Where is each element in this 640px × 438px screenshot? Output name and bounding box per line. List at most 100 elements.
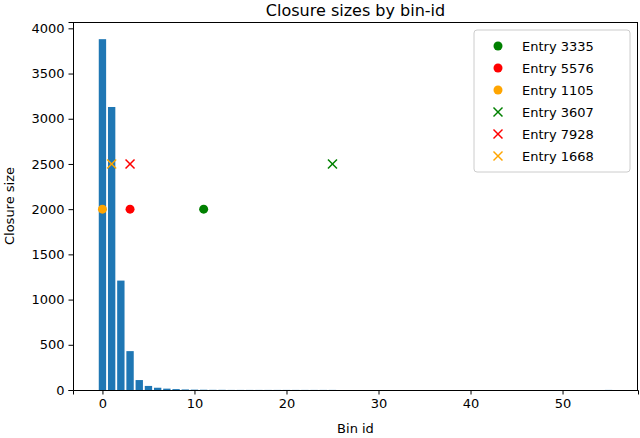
x-tick-mark [379, 390, 380, 395]
bar [200, 389, 207, 390]
legend-item: Entry 3335 [494, 39, 594, 54]
bar [476, 390, 483, 391]
bar [467, 390, 474, 391]
x-axis: 01020304050 [74, 390, 639, 411]
bar [540, 390, 547, 391]
bar [421, 390, 428, 391]
marker-stroke [328, 159, 337, 168]
bar [283, 389, 290, 390]
y-tick-label: 1000 [31, 292, 64, 307]
bar [228, 389, 235, 390]
bar [485, 390, 492, 391]
x-tick-label: 20 [279, 396, 296, 411]
marker-stroke [126, 159, 135, 168]
bar [264, 389, 271, 390]
bar [108, 107, 115, 390]
bar [356, 390, 363, 391]
bar [126, 351, 133, 390]
marker-stroke [126, 159, 135, 168]
axis-line [69, 23, 74, 391]
legend-label: Entry 5576 [522, 61, 594, 76]
marker-stroke [494, 108, 503, 117]
scatter-point [126, 159, 135, 168]
y-tick-label: 1500 [31, 247, 64, 262]
x-tick: 40 [463, 390, 480, 411]
bar [218, 389, 225, 390]
y-tick-mark [69, 300, 74, 301]
y-tick: 4000 [31, 21, 73, 36]
legend-item: Entry 7928 [494, 127, 594, 142]
y-tick: 1000 [31, 292, 73, 307]
y-tick-mark [69, 28, 74, 29]
y-tick: 2000 [31, 202, 73, 217]
bar [255, 389, 262, 390]
bar [237, 389, 244, 390]
y-tick-label: 3000 [31, 111, 64, 126]
bar [347, 390, 354, 391]
y-tick-mark [69, 254, 74, 255]
marker-dot [199, 205, 208, 214]
y-tick: 0 [56, 383, 73, 398]
bar [384, 390, 391, 391]
legend-marker [494, 130, 503, 139]
marker-stroke [107, 159, 116, 168]
x-tick-mark [563, 390, 564, 395]
y-tick: 3000 [31, 111, 73, 126]
bar [117, 281, 124, 390]
x-tick: 30 [371, 390, 388, 411]
bar [329, 389, 336, 390]
bar [310, 389, 317, 390]
legend-marker [494, 152, 503, 161]
bar [513, 390, 520, 391]
marker-stroke [494, 130, 503, 139]
bar [172, 389, 179, 390]
x-tick-label: 40 [463, 396, 480, 411]
scatter-point [107, 159, 116, 168]
legend-marker [494, 64, 503, 73]
bar [448, 390, 455, 391]
x-tick-mark [286, 390, 287, 395]
bar [577, 390, 584, 391]
bar [596, 390, 603, 391]
bar [163, 389, 170, 390]
bar [366, 390, 373, 391]
frame [637, 22, 638, 390]
bar [586, 390, 593, 391]
bar [154, 388, 161, 390]
marker-stroke [328, 159, 337, 168]
y-tick-label: 4000 [31, 21, 64, 36]
marker-stroke [494, 152, 503, 161]
y-tick-label: 2000 [31, 202, 64, 217]
y-tick-mark [69, 209, 74, 210]
y-tick-mark [69, 345, 74, 346]
bar [338, 390, 345, 391]
marker-stroke [107, 159, 116, 168]
y-axis: 05001000150020002500300035004000 [31, 21, 73, 398]
bar [393, 390, 400, 391]
bar [320, 389, 327, 390]
marker-dot [494, 86, 503, 95]
legend-frame [474, 30, 630, 172]
x-tick-mark [194, 390, 195, 395]
marker-dot [494, 42, 503, 51]
scatter-point [199, 205, 208, 214]
bar [402, 390, 409, 391]
bars [99, 39, 612, 390]
marker-stroke [494, 108, 503, 117]
legend-label: Entry 3335 [522, 39, 594, 54]
marker-dot [126, 205, 135, 214]
x-tick-mark [471, 390, 472, 395]
title: Closure sizes by bin-id [266, 1, 445, 20]
bar [274, 389, 281, 390]
marker-dot [98, 205, 107, 214]
marker-stroke [494, 152, 503, 161]
y-tick: 3500 [31, 66, 73, 81]
bar [292, 389, 299, 390]
bar [568, 390, 575, 391]
plot-area [98, 39, 612, 390]
x-tick-label: 0 [99, 396, 107, 411]
bar [182, 389, 189, 390]
bar [99, 39, 106, 390]
chart: 0102030405005001000150020002500300035004… [0, 0, 640, 438]
x-tick-mark [102, 390, 103, 395]
